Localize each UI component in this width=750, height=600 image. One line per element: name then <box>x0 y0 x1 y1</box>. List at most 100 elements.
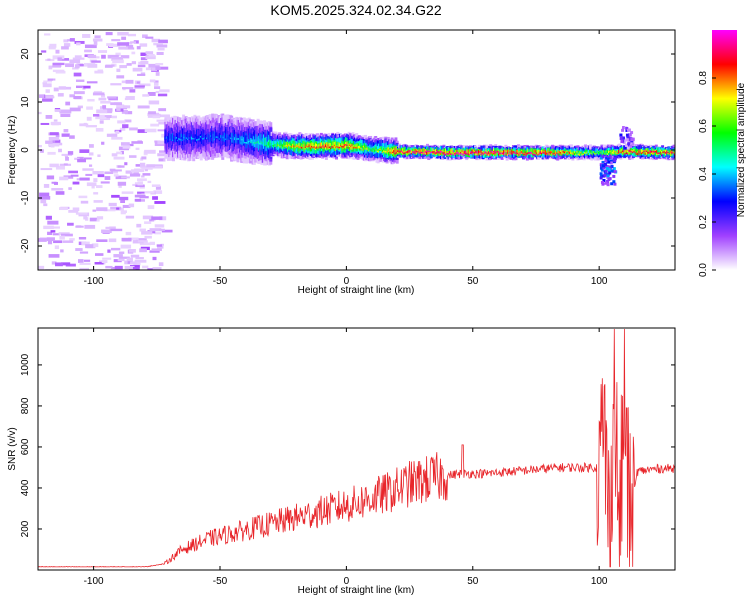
noise-speckle <box>47 240 53 245</box>
noise-speckle <box>53 119 58 122</box>
noise-speckle <box>43 203 48 207</box>
noise-speckle <box>67 151 74 155</box>
noise-speckle <box>127 33 137 37</box>
spectrogram-y-ticks: -20 -10 0 10 20 <box>20 48 675 253</box>
spectrogram-x-ticks: -100 -50 0 50 100 <box>84 30 608 287</box>
noise-speckle <box>92 38 103 42</box>
noise-speckle <box>139 162 146 167</box>
y-tick-label: 800 <box>20 397 31 414</box>
ridge-cell <box>673 153 675 156</box>
noise-speckle <box>137 178 147 182</box>
noise-speckle <box>148 53 155 57</box>
noise-speckle <box>92 170 104 175</box>
noise-speckle <box>116 151 123 155</box>
noise-speckle <box>120 199 126 203</box>
noise-speckle <box>97 174 105 178</box>
noise-speckle <box>96 239 108 243</box>
perturbation-cell <box>604 169 608 173</box>
noise-speckle <box>120 244 132 249</box>
noise-speckle <box>81 241 90 246</box>
noise-speckle <box>128 143 134 147</box>
noise-speckle <box>68 170 78 174</box>
perturbation-cell <box>604 164 608 168</box>
noise-speckle <box>52 69 65 73</box>
noise-speckle <box>46 175 55 180</box>
noise-speckle <box>116 207 120 210</box>
noise-speckle <box>72 57 85 60</box>
noise-speckle <box>123 142 128 145</box>
x-tick-label: 0 <box>344 576 350 587</box>
perturbation-cell <box>608 166 612 170</box>
noise-speckle <box>125 79 134 84</box>
x-tick-label: 50 <box>467 576 479 587</box>
perturbation-cell <box>607 169 611 173</box>
noise-speckle <box>118 251 125 254</box>
noise-speckle <box>146 164 155 168</box>
noise-speckle <box>95 117 107 120</box>
noise-speckle <box>149 228 162 232</box>
noise-speckle <box>131 51 136 55</box>
noise-speckle <box>106 133 118 137</box>
noise-speckle <box>94 262 104 265</box>
noise-speckle <box>77 156 84 161</box>
noise-speckle <box>111 39 121 42</box>
noise-speckle <box>38 111 42 115</box>
noise-speckle <box>122 124 129 129</box>
noise-speckle <box>121 191 134 194</box>
colorbar-tick-label: 0.2 <box>698 215 709 229</box>
noise-speckle <box>145 55 156 60</box>
perturbation-cell <box>625 127 629 131</box>
snr-x-ticks: -100 -50 0 50 100 <box>84 328 608 587</box>
ridge-cell <box>673 150 675 153</box>
noise-speckle <box>149 79 156 83</box>
noise-speckle <box>150 123 160 127</box>
noise-speckle <box>58 232 70 235</box>
noise-speckle <box>129 127 138 131</box>
noise-speckle <box>105 265 113 269</box>
noise-speckle <box>152 196 158 200</box>
noise-speckle <box>52 139 61 144</box>
noise-speckle <box>151 184 161 187</box>
perturbation-cell <box>631 142 635 146</box>
noise-speckle <box>96 114 105 119</box>
colorbar-tick-label: 0.6 <box>698 119 709 133</box>
noise-speckle <box>116 75 125 79</box>
noise-speckle <box>113 254 123 258</box>
noise-speckle <box>124 111 133 115</box>
noise-speckle <box>124 47 135 50</box>
perturbation-cell <box>601 182 605 186</box>
noise-speckle <box>136 46 141 50</box>
noise-speckle <box>70 174 79 177</box>
noise-speckle <box>59 58 70 61</box>
noise-speckle <box>93 200 103 203</box>
noise-speckle <box>145 36 154 39</box>
noise-speckle <box>87 54 97 59</box>
noise-speckle <box>147 268 153 270</box>
noise-speckle <box>94 70 104 74</box>
noise-speckle <box>100 181 110 184</box>
noise-speckle <box>67 222 74 226</box>
noise-speckle <box>55 49 60 54</box>
noise-speckle <box>121 110 128 114</box>
noise-speckle <box>144 149 156 154</box>
y-tick-label: 600 <box>20 438 31 455</box>
noise-speckle <box>83 122 87 127</box>
noise-speckle <box>157 129 170 132</box>
noise-speckle <box>107 54 119 59</box>
noise-speckle <box>110 228 123 232</box>
noise-speckle <box>117 120 126 124</box>
noise-speckle <box>79 262 91 265</box>
noise-speckle <box>49 132 59 136</box>
noise-speckle <box>49 43 57 48</box>
noise-speckle <box>96 216 104 220</box>
y-tick-label: 1000 <box>20 353 31 376</box>
x-tick-label: -50 <box>213 276 228 287</box>
noise-speckle <box>82 33 91 38</box>
perturbation-cell <box>602 178 606 182</box>
noise-speckle <box>83 157 92 160</box>
noise-speckle <box>142 173 151 176</box>
noise-speckle <box>115 175 127 180</box>
noise-speckle <box>127 260 132 264</box>
noise-speckle <box>58 148 62 153</box>
